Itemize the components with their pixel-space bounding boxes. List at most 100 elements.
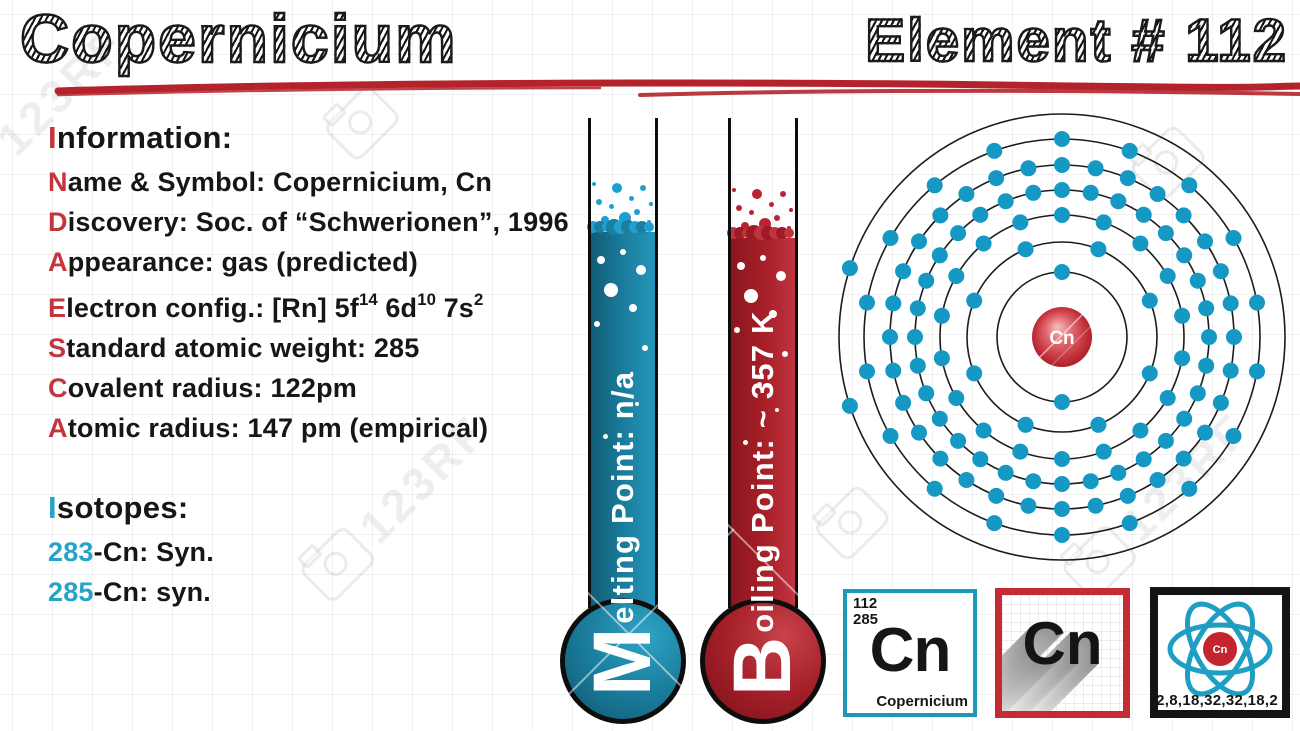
electron-dot xyxy=(950,432,967,449)
atom-icon-nucleus xyxy=(1203,632,1237,666)
boiling-thermometer-tube xyxy=(728,118,798,608)
electron-dot xyxy=(1090,416,1107,433)
liquid-speck xyxy=(608,203,614,209)
info-line: Name & Symbol: Copernicium, Cn xyxy=(48,167,493,197)
liquid-speck xyxy=(601,216,609,224)
electron-dot xyxy=(948,268,965,284)
electron-dot xyxy=(1082,473,1099,490)
electron-dot xyxy=(1090,241,1107,258)
electron-dot xyxy=(1087,160,1104,177)
electron-dot xyxy=(1020,160,1037,177)
electron-dot xyxy=(859,294,875,311)
liquid-speck xyxy=(636,265,646,275)
electron-dot xyxy=(895,394,912,411)
electron-dot xyxy=(1189,272,1206,289)
electron-dot xyxy=(966,292,983,309)
electron-dot xyxy=(986,142,1003,159)
electron-dot xyxy=(1020,497,1037,514)
liquid-speck xyxy=(628,195,634,201)
liquid-speck xyxy=(602,433,608,439)
isotopes-heading: Isotopes: xyxy=(48,490,189,525)
electron-dot xyxy=(1095,443,1112,460)
electron-dot xyxy=(1175,450,1192,467)
electron-dot xyxy=(1054,264,1070,280)
atom-icon-tile: Cn 2,8,18,32,32,18,2 xyxy=(1150,587,1290,718)
electron-dot xyxy=(1087,497,1104,514)
electron-dot xyxy=(911,233,927,250)
electron-dot xyxy=(841,397,858,414)
electron-dot xyxy=(1025,473,1042,490)
isotope-lines: 283-Cn: Syn. 285-Cn: syn. xyxy=(48,532,214,612)
electron-dot xyxy=(1110,193,1127,210)
electron-dot xyxy=(1119,487,1136,504)
liquid-speck xyxy=(620,249,626,255)
isotopes-section: Isotopes: 283-Cn: Syn. 285-Cn: syn. xyxy=(48,490,214,612)
electron-dot xyxy=(1054,501,1070,517)
electron-dot xyxy=(1201,329,1217,345)
liquid-speck xyxy=(756,381,762,387)
electron-dot xyxy=(1054,182,1070,198)
atom-icon: Cn xyxy=(1167,601,1273,697)
liquid-speck xyxy=(635,402,639,406)
electron-dot xyxy=(1222,362,1239,379)
electron-dot xyxy=(1121,515,1138,532)
electron-dot xyxy=(1225,230,1242,246)
electron-dot xyxy=(926,480,943,497)
liquid-speck xyxy=(744,289,758,303)
liquid-speck xyxy=(760,255,766,261)
electron-dot xyxy=(1135,451,1152,468)
electron-dot xyxy=(1212,394,1229,411)
information-lines: Name & Symbol: Copernicium, Cn Discovery:… xyxy=(48,162,569,448)
electron-dot xyxy=(1149,472,1166,488)
electron-dot xyxy=(931,410,948,427)
electron-dot xyxy=(1054,394,1070,410)
electron-dot xyxy=(948,390,965,406)
liquid-speck xyxy=(768,201,774,207)
liquid-speck xyxy=(640,185,646,191)
nucleus-symbol: Cn xyxy=(1049,328,1074,349)
electron-dot xyxy=(931,247,948,264)
information-section: Information: Name & Symbol: Copernicium,… xyxy=(48,120,569,448)
electron-dot xyxy=(1017,416,1034,433)
electron-dot xyxy=(1159,268,1176,284)
element-symbol: Cn xyxy=(1022,610,1103,677)
liquid-speck xyxy=(789,208,793,212)
liquid-speck xyxy=(776,271,786,281)
shell-configuration-label: 2,8,18,32,32,18,2 xyxy=(1156,692,1278,709)
electron-dot xyxy=(1157,432,1174,449)
liquid-speck xyxy=(748,209,754,215)
electron-dot xyxy=(1012,214,1029,231)
electron-dot xyxy=(885,362,902,379)
electron-dot xyxy=(972,451,989,468)
electron-dot xyxy=(1198,300,1215,317)
liquid-speck xyxy=(732,188,736,192)
hand-drawn-underline xyxy=(54,79,1300,97)
electron-dot xyxy=(918,272,935,289)
heading-accent-letter: I xyxy=(48,120,57,155)
electron-dot xyxy=(1132,235,1149,252)
electron-dot xyxy=(1025,184,1042,201)
heading-accent-letter: I xyxy=(48,490,57,525)
electron-dot xyxy=(1132,422,1149,439)
electron-dot xyxy=(972,206,989,223)
electron-shells xyxy=(838,113,1286,561)
electron-dot xyxy=(1181,177,1198,194)
electron-dot xyxy=(1119,170,1136,187)
electron-dot xyxy=(1054,451,1070,467)
information-heading: Information: xyxy=(48,120,233,155)
electron-dot xyxy=(966,365,983,382)
electron-shell-ring xyxy=(838,113,1286,561)
electron-dot xyxy=(882,329,898,345)
electron-dot xyxy=(950,225,967,242)
liquid-speck xyxy=(769,310,777,318)
electron-dot xyxy=(1249,294,1265,311)
liquid-speck xyxy=(742,439,748,445)
electron-dot xyxy=(926,177,943,194)
electron-dot xyxy=(933,307,950,324)
info-line: Atomic radius: 147 pm (empirical) xyxy=(48,413,489,443)
isotope-line: 285-Cn: syn. xyxy=(48,577,211,607)
electron-dot xyxy=(909,300,926,317)
electron-dot xyxy=(907,329,923,345)
